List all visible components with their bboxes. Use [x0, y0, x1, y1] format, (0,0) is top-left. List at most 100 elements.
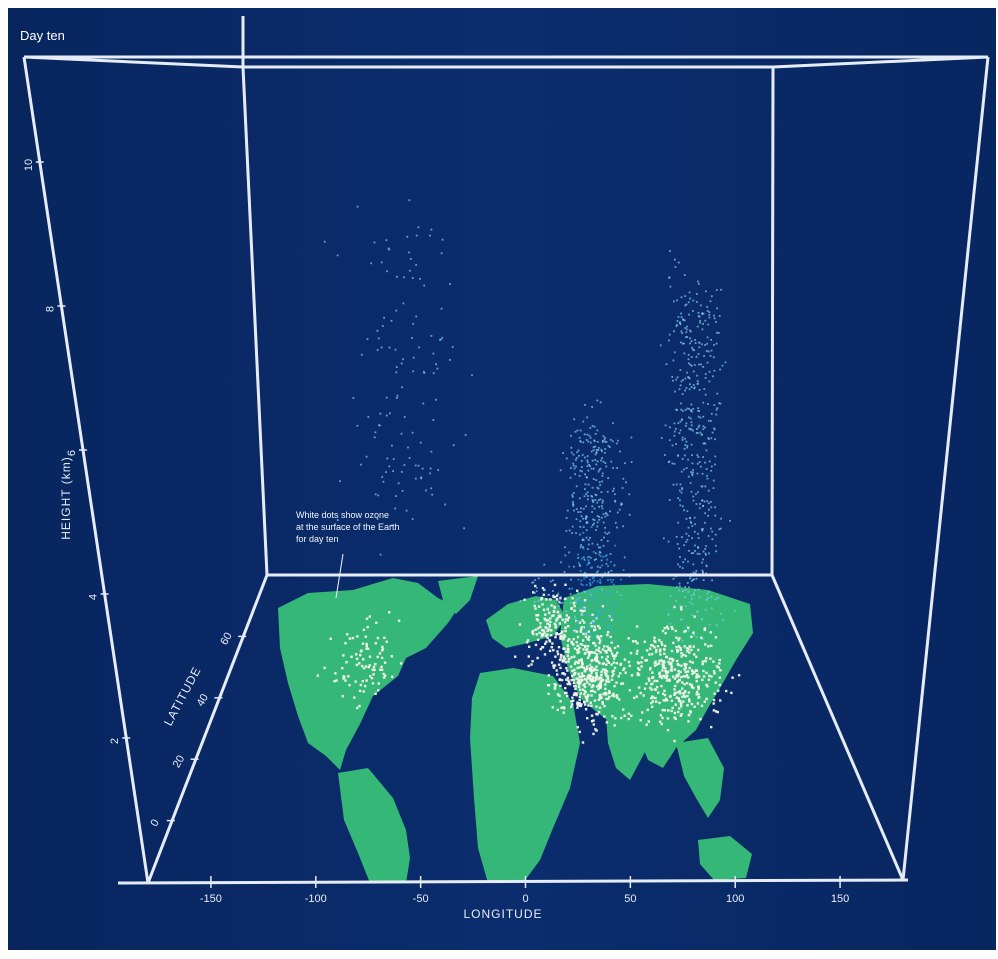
ozone-point — [574, 617, 577, 620]
ozone-point — [687, 629, 690, 632]
frame-front-bottom-edge — [117, 878, 909, 885]
ozone-point — [628, 493, 631, 496]
ozone-point — [593, 507, 596, 510]
ozone-point — [713, 344, 715, 346]
ozone-point — [673, 422, 676, 425]
ozone-point — [591, 524, 594, 526]
ozone-point — [683, 509, 685, 512]
ozone-point — [713, 428, 716, 431]
ozone-point — [703, 442, 706, 445]
ozone-point — [680, 491, 683, 494]
ozone-point — [592, 684, 595, 688]
ozone-point — [389, 412, 391, 415]
ozone-point — [577, 678, 580, 681]
ozone-point — [651, 700, 655, 703]
ozone-point — [594, 445, 596, 448]
annotation-text: White dots show ozone at the surface of t… — [296, 510, 400, 544]
ozone-point — [690, 428, 693, 430]
ozone-point — [697, 280, 699, 283]
ozone-point — [595, 449, 598, 451]
ozone-point — [690, 522, 693, 524]
ozone-point — [592, 723, 595, 726]
ozone-point — [440, 307, 443, 310]
ozone-point — [590, 495, 593, 497]
ozone-point — [710, 675, 713, 678]
ozone-point — [702, 366, 705, 368]
ozone-point — [672, 359, 675, 362]
ozone-point — [691, 454, 693, 456]
ozone-point — [585, 493, 587, 495]
ozone-point — [387, 247, 390, 250]
ozone-point — [671, 706, 674, 710]
ozone-point — [565, 667, 568, 670]
ozone-point — [612, 422, 614, 424]
ozone-point — [345, 661, 348, 664]
ozone-point — [687, 720, 690, 723]
ozone-point — [388, 465, 391, 468]
ozone-point — [395, 397, 398, 399]
ozone-point — [601, 605, 605, 608]
ozone-point — [391, 444, 393, 447]
ozone-point — [599, 566, 602, 569]
ozone-point — [559, 469, 562, 472]
ozone-point — [411, 518, 414, 520]
ozone-point — [525, 641, 529, 644]
ozone-point — [536, 619, 540, 622]
ozone-point — [564, 661, 567, 664]
ozone-point — [563, 634, 566, 637]
ozone-point — [379, 668, 382, 671]
ozone-point — [692, 552, 695, 554]
ozone-point — [731, 676, 734, 679]
ozone-point — [675, 675, 678, 678]
ozone-point — [658, 659, 661, 663]
ozone-point — [423, 372, 426, 374]
ozone-point — [596, 399, 599, 402]
ozone-point — [580, 507, 582, 510]
ozone-point — [686, 371, 688, 374]
ozone-point — [559, 597, 562, 600]
ozone-point — [554, 625, 557, 629]
ozone-point — [593, 679, 597, 683]
ozone-point — [693, 634, 696, 636]
ozone-point — [585, 521, 588, 523]
ozone-point — [677, 316, 680, 318]
ozone-point — [675, 443, 677, 445]
ozone-point — [586, 675, 589, 678]
ozone-point — [395, 366, 398, 368]
ozone-point — [622, 525, 624, 528]
ozone-point — [566, 639, 570, 642]
ozone-point — [681, 567, 684, 569]
ozone-point — [339, 480, 341, 482]
ozone-point — [562, 706, 565, 709]
ozone-point — [610, 460, 613, 463]
ozone-point — [588, 434, 591, 437]
ozone-point — [567, 625, 570, 628]
ozone-point — [429, 234, 431, 237]
ozone-point — [592, 589, 595, 592]
ozone-point — [565, 457, 568, 460]
ozone-point — [683, 645, 686, 648]
ozone-point — [549, 598, 552, 601]
ozone-point — [603, 438, 606, 441]
ozone-point — [560, 706, 563, 710]
ozone-point — [562, 655, 565, 658]
ozone-point — [704, 426, 706, 429]
ozone-point — [707, 403, 709, 405]
ozone-point — [394, 348, 397, 351]
ozone-point — [678, 582, 681, 585]
ozone-point — [700, 528, 703, 531]
ozone-point — [471, 374, 473, 377]
ozone-point — [533, 601, 536, 603]
ozone-point — [432, 352, 435, 355]
ozone-point — [681, 681, 684, 684]
ozone-point — [539, 625, 542, 629]
ozone-point — [589, 465, 591, 467]
ozone-point — [673, 605, 676, 607]
ozone-point — [653, 646, 656, 649]
ozone-point — [570, 705, 573, 708]
ozone-point — [640, 661, 643, 664]
ozone-point — [624, 671, 627, 674]
ozone-point — [675, 378, 678, 381]
ozone-point — [679, 605, 681, 607]
ozone-point — [683, 274, 686, 276]
